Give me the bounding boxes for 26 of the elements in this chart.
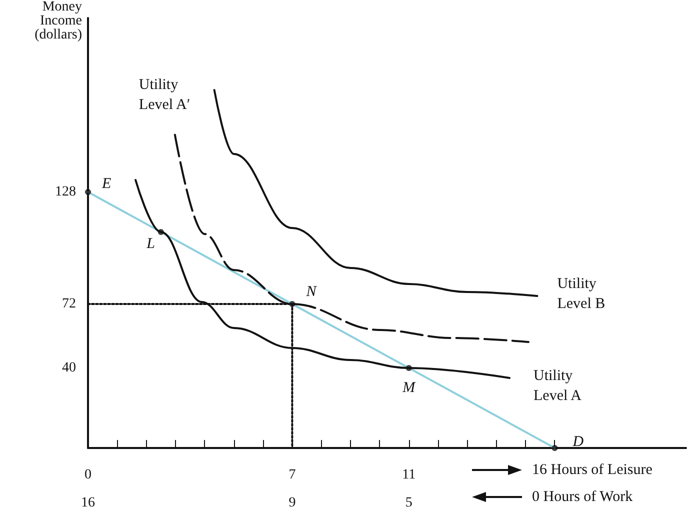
annotation: E	[101, 176, 112, 192]
y-tick-label: 40	[62, 360, 76, 376]
x-axis-title: 16 Hours of Leisure	[532, 462, 653, 478]
annotation: L	[146, 236, 155, 252]
annotation: D	[572, 434, 584, 450]
annotation: N	[305, 284, 318, 300]
point	[406, 365, 412, 371]
point	[85, 189, 91, 195]
x-tick-label: 7	[288, 468, 296, 482]
y-axis-title: Money Income (dollars)	[34, 0, 82, 42]
x2-tick-label: 16	[81, 496, 95, 510]
annotation: Utility Level A	[534, 368, 582, 404]
x-tick-label: 0	[84, 468, 92, 482]
x2-axis-title: 0 Hours of Work	[532, 489, 634, 505]
annotation: M	[402, 380, 417, 396]
point	[552, 445, 558, 451]
line-series	[213, 89, 538, 297]
point	[289, 301, 296, 307]
annotation: Utility Level B	[557, 276, 606, 312]
annotation: Utility Level A′	[138, 76, 190, 113]
x2-tick-label: 5	[405, 496, 412, 510]
point	[158, 229, 164, 235]
y-tick-label: 72	[62, 296, 76, 312]
x2-tick-label: 9	[288, 496, 296, 510]
y-tick-label: 128	[55, 184, 76, 200]
x-tick-label: 11	[402, 468, 416, 482]
